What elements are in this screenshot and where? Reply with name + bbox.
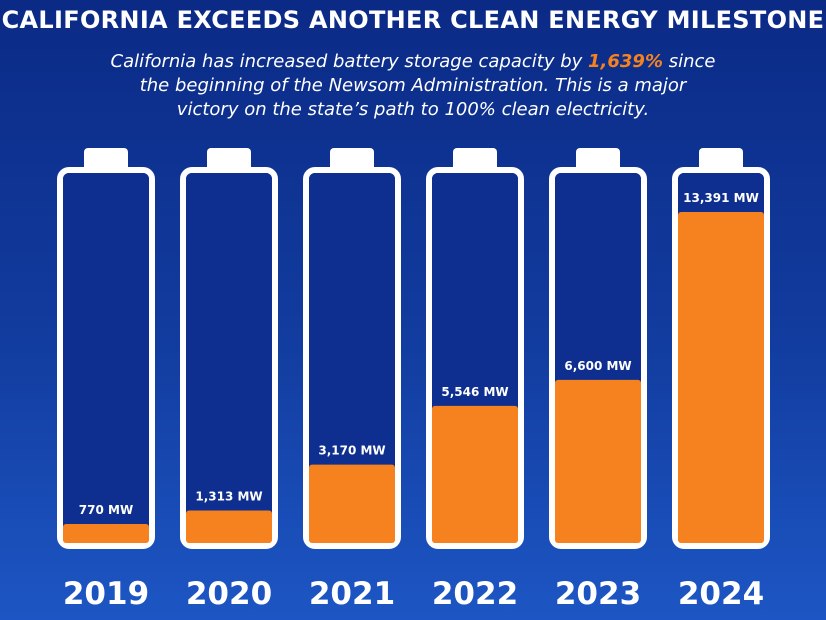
battery-body bbox=[672, 167, 770, 549]
bar bbox=[555, 379, 641, 543]
bar bbox=[63, 523, 149, 543]
x-tick-label: 2019 bbox=[63, 576, 149, 612]
subtitle: California has increased battery storage… bbox=[110, 50, 716, 122]
subtitle-highlight: 1,639% bbox=[588, 51, 663, 72]
bar bbox=[678, 212, 764, 543]
subtitle-text: California has increased battery storage… bbox=[110, 51, 589, 72]
x-tick-label: 2022 bbox=[432, 576, 518, 612]
bar bbox=[186, 510, 272, 543]
x-tick-label: 2020 bbox=[186, 576, 272, 612]
bar bbox=[309, 464, 395, 543]
value-label: 6,600 MW bbox=[564, 359, 631, 373]
battery-body bbox=[180, 167, 278, 549]
subtitle-text: since the beginning of the Newsom Admini… bbox=[139, 51, 716, 120]
chart-title: CALIFORNIA EXCEEDS ANOTHER CLEAN ENERGY … bbox=[1, 6, 825, 34]
battery-inner bbox=[309, 173, 395, 543]
battery-body bbox=[303, 167, 401, 549]
battery-body bbox=[549, 167, 647, 549]
x-tick-label: 2021 bbox=[309, 576, 395, 612]
bar bbox=[432, 405, 518, 543]
x-tick-label: 2023 bbox=[555, 576, 641, 612]
value-label: 5,546 MW bbox=[441, 385, 508, 399]
value-label: 770 MW bbox=[79, 503, 133, 517]
battery-body bbox=[426, 167, 524, 549]
battery-body bbox=[57, 167, 155, 549]
x-tick-label: 2024 bbox=[678, 576, 764, 612]
battery-inner bbox=[63, 173, 149, 543]
value-label: 3,170 MW bbox=[318, 444, 385, 458]
value-label: 13,391 MW bbox=[683, 191, 759, 205]
value-label: 1,313 MW bbox=[195, 490, 262, 504]
battery-inner bbox=[186, 173, 272, 543]
